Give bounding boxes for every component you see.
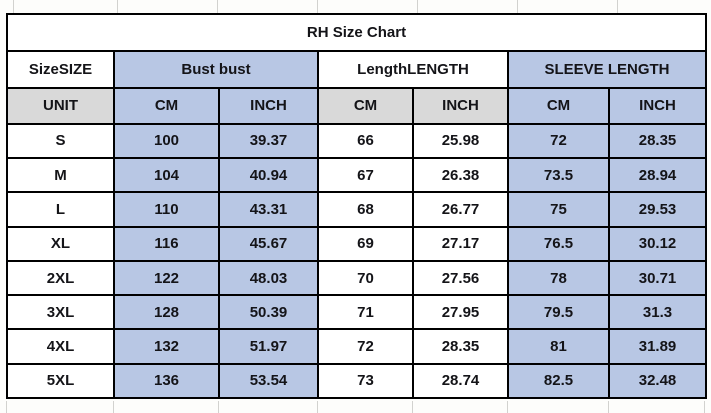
spreadsheet-gridline <box>6 401 7 413</box>
size-cell: 2XL <box>6 259 115 297</box>
table-row-2xl: 2XL 122 48.03 70 27.56 78 30.71 <box>6 259 708 297</box>
chart-title: RH Size Chart <box>5 12 708 53</box>
sleeve-cm-cell: 78 <box>507 259 610 297</box>
spreadsheet-gridline <box>517 0 518 13</box>
unit-bust-cm: CM <box>113 86 220 125</box>
length-cm-cell: 71 <box>317 294 414 331</box>
bust-inch-cell: 51.97 <box>218 328 319 365</box>
sleeve-inch-cell: 28.35 <box>607 122 708 160</box>
bust-inch-cell: 45.67 <box>218 225 319 262</box>
table-row-xl: XL 116 45.67 69 27.17 76.5 30.12 <box>6 225 708 262</box>
table-row-3xl: 3XL 128 50.39 71 27.95 79.5 31.3 <box>6 294 708 331</box>
sleeve-inch-cell: 29.53 <box>607 191 708 228</box>
unit-sleeve-cm: CM <box>507 86 610 125</box>
length-cm-cell: 68 <box>317 191 414 228</box>
sleeve-cm-cell: 82.5 <box>507 362 610 400</box>
size-cell: 5XL <box>6 362 115 400</box>
sleeve-cm-cell: 72 <box>507 122 610 160</box>
spreadsheet-gridline <box>417 0 418 13</box>
sleeve-cm-cell: 75 <box>507 191 610 228</box>
bust-cm-cell: 110 <box>113 191 220 228</box>
table-row-s: S 100 39.37 66 25.98 72 28.35 <box>6 122 708 160</box>
sleeve-cm-cell: 81 <box>507 328 610 365</box>
sleeve-cm-cell: 73.5 <box>507 157 610 194</box>
length-inch-cell: 27.56 <box>412 259 509 297</box>
unit-length-cm: CM <box>317 86 414 125</box>
length-cm-cell: 73 <box>317 362 414 400</box>
spreadsheet-gridline-strip-bottom <box>0 401 711 413</box>
size-cell: S <box>6 122 115 160</box>
spreadsheet-gridline <box>217 0 218 13</box>
length-inch-cell: 26.77 <box>412 191 509 228</box>
spreadsheet-gridline <box>13 0 14 13</box>
unit-sleeve-inch: INCH <box>607 86 708 125</box>
table-row-4xl: 4XL 132 51.97 72 28.35 81 31.89 <box>6 328 708 365</box>
sleeve-cm-cell: 76.5 <box>507 225 610 262</box>
column-group-length: LengthLENGTH <box>317 50 509 89</box>
sleeve-inch-cell: 30.71 <box>607 259 708 297</box>
spreadsheet-gridline <box>117 0 118 13</box>
size-cell: M <box>6 157 115 194</box>
size-cell: XL <box>6 225 115 262</box>
bust-cm-cell: 128 <box>113 294 220 331</box>
length-cm-cell: 69 <box>317 225 414 262</box>
unit-bust-inch: INCH <box>218 86 319 125</box>
table-row-l: L 110 43.31 68 26.77 75 29.53 <box>6 191 708 228</box>
length-cm-cell: 66 <box>317 122 414 160</box>
size-cell: L <box>6 191 115 228</box>
length-cm-cell: 70 <box>317 259 414 297</box>
bust-inch-cell: 53.54 <box>218 362 319 400</box>
column-group-sleeve: SLEEVE LENGTH <box>506 50 708 89</box>
spreadsheet-gridline-strip-top <box>0 0 711 13</box>
length-cm-cell: 72 <box>317 328 414 365</box>
bust-inch-cell: 48.03 <box>218 259 319 297</box>
spreadsheet-gridline <box>113 401 114 413</box>
size-cell: 3XL <box>6 294 115 331</box>
length-inch-cell: 27.95 <box>412 294 509 331</box>
length-inch-cell: 28.74 <box>412 362 509 400</box>
unit-label: UNIT <box>6 86 115 125</box>
sleeve-inch-cell: 28.94 <box>607 157 708 194</box>
length-inch-cell: 25.98 <box>412 122 509 160</box>
bust-inch-cell: 50.39 <box>218 294 319 331</box>
length-inch-cell: 27.17 <box>412 225 509 262</box>
sleeve-cm-cell: 79.5 <box>507 294 610 331</box>
bust-cm-cell: 116 <box>113 225 220 262</box>
spreadsheet-gridline <box>617 0 618 13</box>
column-group-bust: Bust bust <box>113 50 319 89</box>
spreadsheet-gridline <box>317 0 318 13</box>
length-cm-cell: 67 <box>317 157 414 194</box>
spreadsheet-gridline <box>507 401 508 413</box>
bust-cm-cell: 136 <box>113 362 220 400</box>
bust-inch-cell: 39.37 <box>218 122 319 160</box>
bust-inch-cell: 43.31 <box>218 191 319 228</box>
bust-cm-cell: 104 <box>113 157 220 194</box>
length-inch-cell: 26.38 <box>412 157 509 194</box>
bust-cm-cell: 122 <box>113 259 220 297</box>
column-group-size: SizeSIZE <box>6 50 115 89</box>
sleeve-inch-cell: 31.89 <box>607 328 708 365</box>
spreadsheet-gridline <box>412 401 413 413</box>
unit-length-inch: INCH <box>412 86 509 125</box>
sleeve-inch-cell: 30.12 <box>607 225 708 262</box>
spreadsheet-gridline <box>218 401 219 413</box>
size-cell: 4XL <box>6 328 115 365</box>
length-inch-cell: 28.35 <box>412 328 509 365</box>
table-row-5xl: 5XL 136 53.54 73 28.74 82.5 32.48 <box>6 362 708 400</box>
sleeve-inch-cell: 31.3 <box>607 294 708 331</box>
bust-cm-cell: 100 <box>113 122 220 160</box>
bust-cm-cell: 132 <box>113 328 220 365</box>
spreadsheet-gridline <box>317 401 318 413</box>
sleeve-inch-cell: 32.48 <box>607 362 708 400</box>
size-chart-table: RH Size Chart SizeSIZE Bust bust LengthL… <box>5 12 708 400</box>
table-row-m: M 104 40.94 67 26.38 73.5 28.94 <box>6 157 708 194</box>
spreadsheet-gridline <box>608 401 609 413</box>
bust-inch-cell: 40.94 <box>218 157 319 194</box>
spreadsheet-gridline <box>704 401 705 413</box>
